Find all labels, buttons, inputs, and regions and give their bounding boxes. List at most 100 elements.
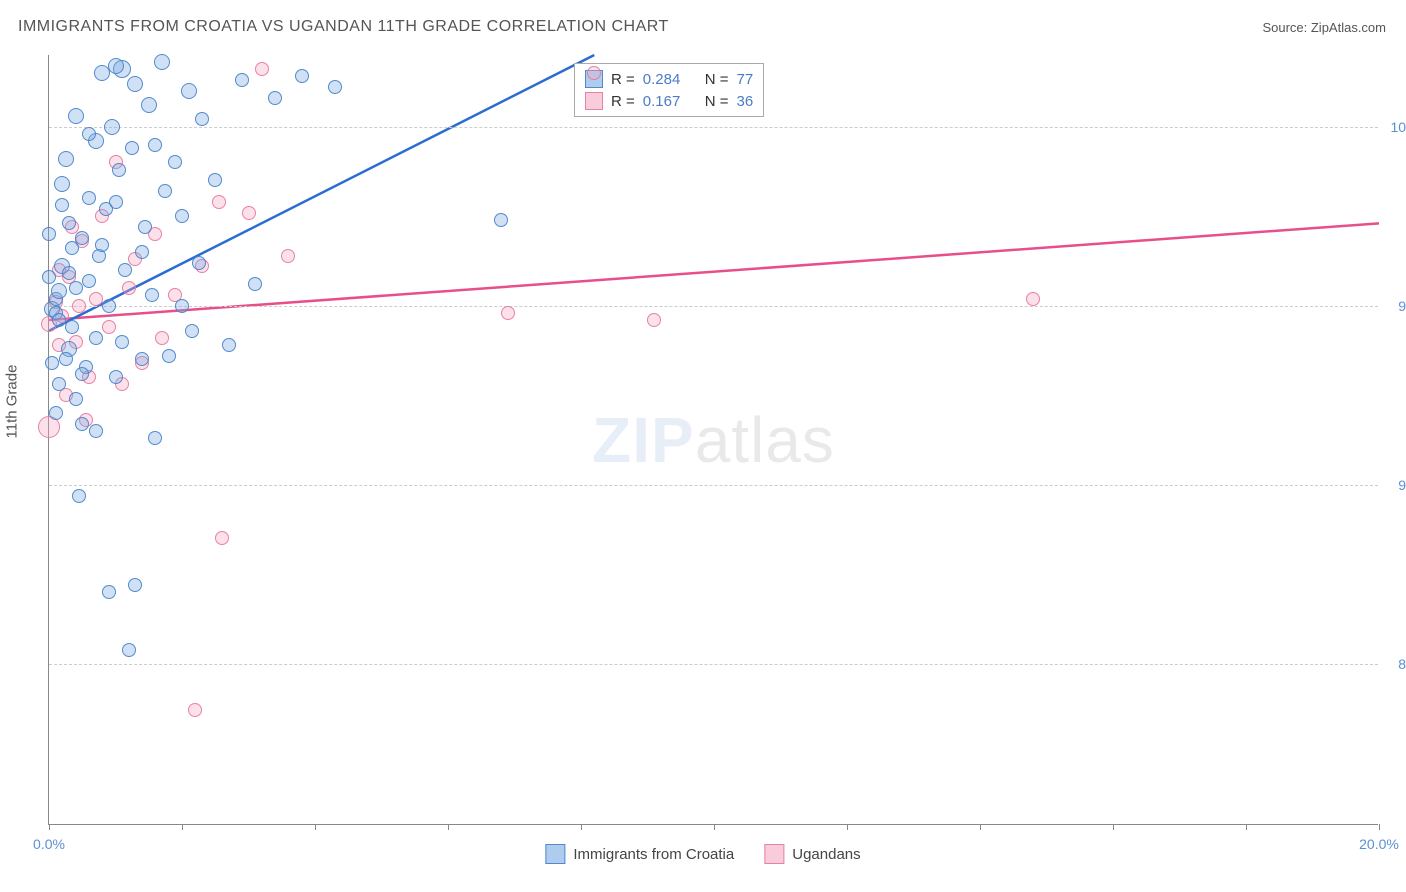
data-point <box>181 83 197 99</box>
data-point <box>295 69 309 83</box>
data-point <box>52 313 66 327</box>
gridline-h <box>49 306 1378 307</box>
data-point <box>148 138 162 152</box>
data-point <box>145 288 159 302</box>
xtick <box>1113 824 1114 830</box>
data-point <box>102 320 116 334</box>
data-point <box>109 195 123 209</box>
ytick-label: 85.0% <box>1383 656 1406 672</box>
data-point <box>104 119 120 135</box>
data-point <box>112 163 126 177</box>
r-label: R = <box>611 71 635 88</box>
data-point <box>59 352 73 366</box>
data-point <box>69 281 83 295</box>
data-point <box>268 91 282 105</box>
data-point <box>501 306 515 320</box>
data-point <box>222 338 236 352</box>
data-point <box>102 299 116 313</box>
r-label: R = <box>611 93 635 110</box>
data-point <box>62 266 76 280</box>
data-point <box>185 324 199 338</box>
xtick <box>980 824 981 830</box>
data-point <box>75 417 89 431</box>
data-point <box>647 313 661 327</box>
data-point <box>125 141 139 155</box>
data-point <box>494 213 508 227</box>
data-point <box>58 151 74 167</box>
n-label: N = <box>705 93 729 110</box>
data-point <box>54 176 70 192</box>
xtick <box>182 824 183 830</box>
xtick <box>315 824 316 830</box>
swatch-ugandans-icon <box>764 844 784 864</box>
data-point <box>75 367 89 381</box>
ytick-label: 95.0% <box>1383 298 1406 314</box>
data-point <box>248 277 262 291</box>
r-value-croatia: 0.284 <box>643 71 691 88</box>
series-legend-croatia: Immigrants from Croatia <box>545 844 734 864</box>
data-point <box>72 299 86 313</box>
n-value-ugandans: 36 <box>737 93 754 110</box>
data-point <box>195 112 209 126</box>
r-value-ugandans: 0.167 <box>643 93 691 110</box>
source-attribution: Source: ZipAtlas.com <box>1262 20 1386 35</box>
data-point <box>138 220 152 234</box>
n-label: N = <box>705 71 729 88</box>
data-point <box>82 127 96 141</box>
xtick-label: 0.0% <box>33 836 65 852</box>
data-point <box>62 216 76 230</box>
data-point <box>155 331 169 345</box>
data-point <box>328 80 342 94</box>
data-point <box>52 377 66 391</box>
data-point <box>215 531 229 545</box>
data-point <box>135 245 149 259</box>
data-point <box>255 62 269 76</box>
xtick-label: 20.0% <box>1359 836 1399 852</box>
data-point <box>109 370 123 384</box>
gridline-h <box>49 485 1378 486</box>
xtick <box>581 824 582 830</box>
data-point <box>82 191 96 205</box>
data-point <box>154 54 170 70</box>
data-point <box>122 281 136 295</box>
data-point <box>55 198 69 212</box>
gridline-h <box>49 127 1378 128</box>
data-point <box>122 643 136 657</box>
data-point <box>49 406 63 420</box>
data-point <box>212 195 226 209</box>
data-point <box>158 184 172 198</box>
data-point <box>175 209 189 223</box>
swatch-croatia-icon <box>545 844 565 864</box>
data-point <box>82 274 96 288</box>
data-point <box>95 238 109 252</box>
xtick <box>847 824 848 830</box>
data-point <box>68 108 84 124</box>
ytick-label: 90.0% <box>1383 477 1406 493</box>
data-point <box>175 299 189 313</box>
data-point <box>42 227 56 241</box>
data-point <box>51 283 67 299</box>
source-link[interactable]: ZipAtlas.com <box>1311 20 1386 35</box>
legend-row-ugandans: R = 0.167 N = 36 <box>585 90 753 112</box>
data-point <box>89 424 103 438</box>
data-point <box>65 241 79 255</box>
data-point <box>89 331 103 345</box>
data-point <box>45 356 59 370</box>
data-point <box>1026 292 1040 306</box>
data-point <box>108 58 124 74</box>
xtick <box>714 824 715 830</box>
trend-lines-layer <box>49 55 1378 824</box>
data-point <box>135 352 149 366</box>
series-legend-ugandans: Ugandans <box>764 844 860 864</box>
data-point <box>208 173 222 187</box>
data-point <box>102 585 116 599</box>
data-point <box>115 335 129 349</box>
data-point <box>281 249 295 263</box>
data-point <box>42 270 56 284</box>
data-point <box>188 703 202 717</box>
xtick <box>49 824 50 830</box>
n-value-croatia: 77 <box>737 71 754 88</box>
correlation-legend: R = 0.284 N = 77 R = 0.167 N = 36 <box>574 63 764 117</box>
data-point <box>118 263 132 277</box>
data-point <box>128 578 142 592</box>
